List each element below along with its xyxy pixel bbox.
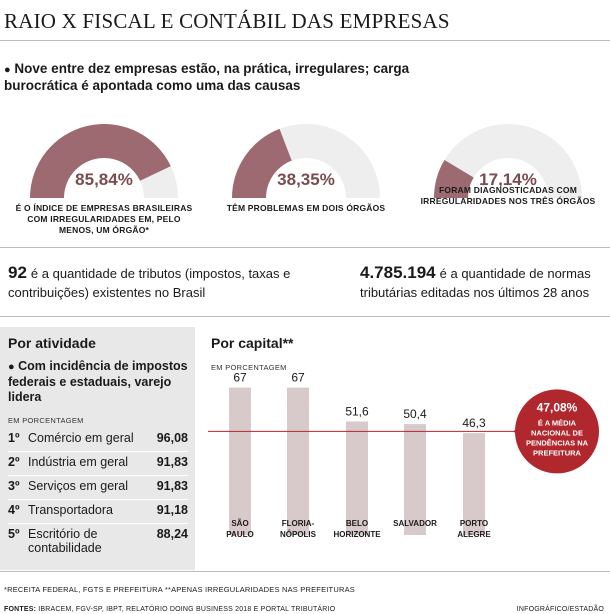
footnote-text: *RECEITA FEDERAL, FGTS E PREFEITURA **AP… [4,585,355,594]
rank-divider [8,475,188,476]
gauge-2-arc [232,124,380,198]
stat-tributos: 92 é a quantidade de tributos (impostos, … [8,263,338,302]
gauge-2: 38,35% TÊM PROBLEMAS EM DOIS ÓRGÃOS [216,108,396,238]
gauge-3-arc [434,124,582,198]
bar-2 [287,387,309,535]
capital-unit-label: EM PORCENTAGEM [211,363,287,372]
category-label: FLORIA- [282,519,315,528]
sources-line: FONTES: IBRACEM, FGV-SP, IBPT, RELATÓRIO… [4,606,335,613]
bar-4 [404,424,426,535]
rank-2-position: 2º [8,455,20,469]
average-callout-caption: PENDÊNCIAS NA [526,438,589,447]
credit-text: INFOGRÁFICO/ESTADÃO [516,606,604,613]
bar-1 [229,387,251,535]
stat-normas-text: é a quantidade de normas tributárias edi… [360,266,591,300]
rank-1-name: Comércio em geral [28,431,134,445]
bar-value-label: 46,3 [462,416,486,430]
activity-unit-label: EM PORCENTAGEM [8,416,84,425]
category-label: NÓPOLIS [280,530,317,539]
gauge-2-value: 38,35% [277,170,335,189]
gauge-1-arc [30,123,178,198]
rank-3-name: Serviços em geral [28,479,129,493]
gauge-2-fill [232,128,292,198]
rank-divider [8,523,188,524]
stat-normas-number: 4.785.194 [360,263,436,282]
rank-2-value: 91,83 [156,455,188,469]
gauge-1-caption: É O ÍNDICE DE EMPRESAS BRASILEIRAS COM I… [15,203,193,235]
category-label: PAULO [226,530,253,539]
sources-text: IBRACEM, FGV-SP, IBPT, RELATÓRIO DOING B… [38,606,336,613]
rank-5-position: 5º [8,527,20,541]
average-callout-circle [515,389,599,474]
activity-panel: Por atividade ● Com incidência de impost… [0,327,195,570]
stat-normas: 4.785.194 é a quantidade de normas tribut… [360,263,605,302]
category-label: SALVADOR [393,519,437,528]
bar-5 [463,433,485,535]
category-label: PORTO [460,519,488,528]
stats-divider [0,316,610,317]
bar-3 [346,421,368,535]
gauge-1-value: 85,84% [75,170,133,189]
gauge-1: 85,84% É O ÍNDICE DE EMPRESAS BRASILEIRA… [14,108,194,238]
category-label: SÃO [231,519,248,528]
bar-value-label: 67 [291,371,305,385]
rank-5-value: 88,24 [156,527,188,541]
page-title: RAIO X FISCAL E CONTÁBIL DAS EMPRESAS [4,9,450,33]
activity-subtitle: ● Com incidência de impostos federais e … [8,359,188,405]
bar-value-label: 67 [233,371,247,385]
bar-value-label: 51,6 [345,404,369,418]
gauge-3-value: 17,14% [479,170,537,189]
title-divider [0,40,610,41]
bar-value-label: 50,4 [403,407,427,421]
bullet-icon: ● [8,361,15,373]
rank-5-name: Escritório de contabilidade [28,527,102,555]
category-label: HORIZONTE [333,530,381,539]
gauge-1-fill [30,123,171,198]
gauge-3: 17,14% FORAM DIAGNOSTICADAS COM IRREGULA… [418,108,598,238]
rank-divider [8,451,188,452]
footnote-divider [0,571,610,572]
rank-4-name: Transportadora [28,503,113,517]
capital-bar-chart: 67 SÃO PAULO 67 FLORIA- NÓPOLIS 51,6 BELO HORIZO… [208,371,599,539]
gauge-3-fill [434,160,474,198]
sources-label: FONTES: [4,606,37,613]
gauges-divider [0,247,610,248]
category-label: BELO [346,519,368,528]
average-callout-caption: NACIONAL DE [531,428,583,437]
rank-4-value: 91,18 [156,503,188,517]
average-callout-caption: PREFEITURA [533,448,582,457]
rank-2-name: Indústria em geral [28,455,129,469]
stat-tributos-text: é a quantidade de tributos (impostos, ta… [8,266,291,300]
rank-1-position: 1º [8,431,20,445]
activity-subtitle-text: Com incidência de impostos federais e es… [8,359,188,404]
rank-1-value: 96,08 [156,431,188,445]
stat-tributos-number: 92 [8,263,27,282]
gauge-3-caption: FORAM DIAGNOSTICADAS COM IRREGULARIDADES… [420,185,596,206]
rank-divider [8,499,188,500]
rank-4-position: 4º [8,503,20,517]
average-callout-value: 47,08% [537,400,578,414]
gauge-2-caption: TÊM PROBLEMAS EM DOIS ÓRGÃOS [226,203,386,213]
rank-3-position: 3º [8,479,20,493]
rank-3-value: 91,83 [156,479,188,493]
category-label: ALEGRE [457,530,491,539]
average-callout-caption: É A MÉDIA [538,418,577,427]
activity-title: Por atividade [8,335,96,351]
capital-title: Por capital** [211,335,294,351]
bullet-icon: ● [4,64,11,76]
intro-text: ● Nove entre dez empresas estão, na prát… [4,61,474,94]
intro-sentence: Nove entre dez empresas estão, na prátic… [4,61,410,93]
